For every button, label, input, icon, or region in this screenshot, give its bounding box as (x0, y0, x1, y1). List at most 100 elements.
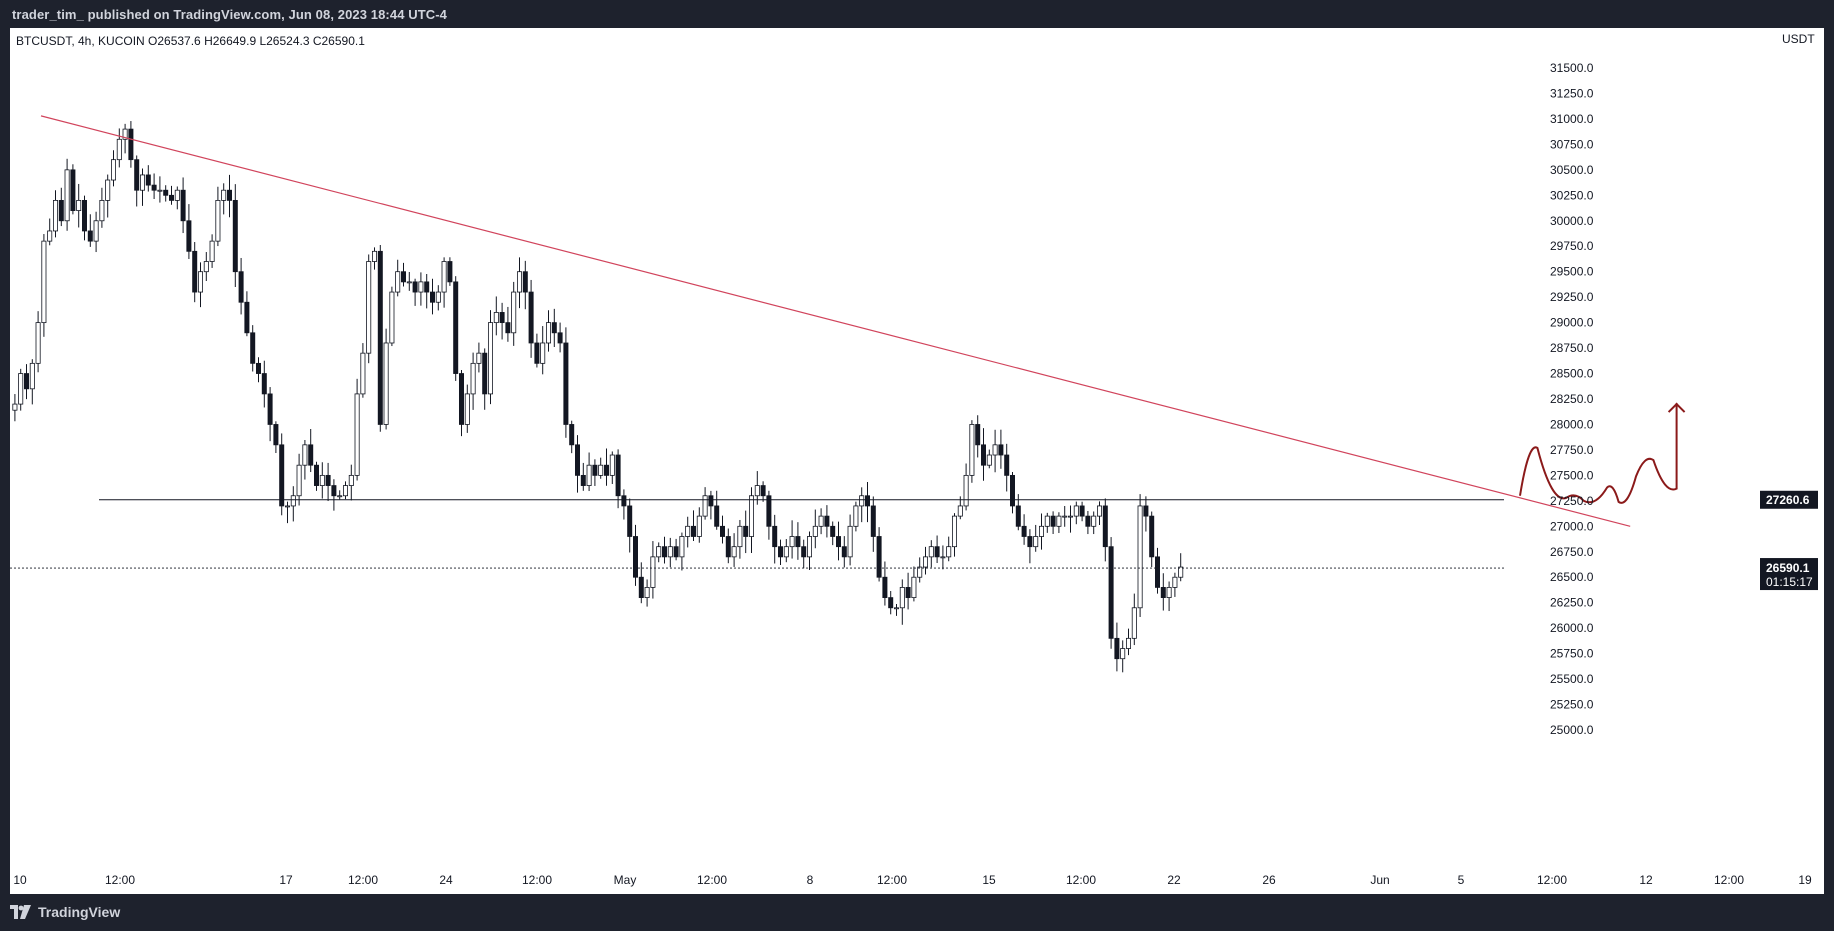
candle-body (279, 444, 285, 507)
candle-body (1143, 505, 1149, 517)
candle-body (18, 373, 24, 405)
candle-body (64, 169, 70, 222)
time-tick-label: 24 (439, 873, 453, 887)
time-tick-label: 12:00 (348, 873, 378, 887)
brand[interactable]: TradingView (10, 904, 120, 920)
candle-body (128, 128, 134, 161)
candle-body (551, 322, 557, 334)
candle-body (70, 169, 76, 211)
candle-body (389, 291, 395, 344)
candle-body (99, 199, 105, 222)
candle-body (1079, 505, 1085, 517)
candle-body (1050, 515, 1056, 527)
candle-body (261, 373, 267, 395)
candle-body (957, 505, 963, 517)
candle-body (1149, 515, 1155, 558)
candle-body (209, 240, 215, 262)
price-chart[interactable]: 31500.0 31250.0 31000.0 30750.0 30500.0 30250… (10, 28, 1824, 894)
candle-body (377, 250, 383, 425)
candle-body (772, 525, 778, 548)
candle-body (505, 322, 511, 334)
candle-body (836, 536, 842, 548)
candle-body (981, 444, 987, 466)
annotation-lines (10, 115, 1686, 569)
candle-body (226, 189, 232, 201)
candle-body (1155, 556, 1161, 588)
price-tick-label: 28750.0 (1550, 341, 1594, 355)
candle-body (679, 536, 685, 558)
price-tick-label: 30250.0 (1550, 188, 1594, 202)
candle-body (731, 546, 737, 558)
candle-body (290, 495, 296, 507)
candle-body (528, 291, 534, 344)
candle-body (151, 184, 157, 191)
candle-body (638, 576, 644, 599)
symbol-legend[interactable]: BTCUSDT, 4h, KUCOIN O26537.6 H26649.9 L2… (16, 34, 365, 48)
candle-body (627, 505, 633, 537)
candle-body (580, 474, 586, 486)
candle-body (818, 515, 824, 527)
candle-body (1137, 505, 1143, 609)
candle-body (424, 281, 430, 293)
price-tick-label: 26750.0 (1550, 545, 1594, 559)
price-tick-label: 28000.0 (1550, 417, 1594, 431)
candle-body (702, 495, 708, 517)
candle-body (673, 546, 679, 558)
price-axis[interactable]: 31500.0 31250.0 31000.0 30750.0 30500.0 30250… (1550, 61, 1818, 737)
bar-countdown: 01:15:17 (1766, 575, 1813, 589)
candle-body (708, 495, 714, 507)
time-tick-label: 12:00 (1066, 873, 1096, 887)
candle-body (192, 250, 198, 293)
candle-body (766, 495, 772, 527)
candle-body (557, 332, 563, 344)
candle-body (940, 556, 946, 559)
forecast-path[interactable] (1519, 402, 1678, 504)
candle-body (134, 159, 140, 191)
candle-body (319, 474, 325, 486)
publish-info: trader_tim_ published on TradingView.com… (12, 7, 448, 22)
brand-name: TradingView (38, 904, 121, 920)
candle-body (592, 464, 598, 476)
candle-body (1015, 505, 1021, 527)
candle-body (615, 454, 621, 497)
candle-body (969, 424, 975, 476)
price-tick-label: 29000.0 (1550, 316, 1594, 330)
candle-body (888, 597, 894, 609)
candle-body (604, 464, 610, 476)
candle-body (760, 485, 766, 497)
candle-body (302, 444, 308, 466)
candle-body (1131, 607, 1137, 639)
candle-body (795, 536, 801, 548)
candle-body (168, 194, 174, 201)
candle-body (534, 342, 540, 364)
candle-body (395, 271, 401, 293)
candle-body (1097, 505, 1103, 517)
price-tick-label: 28500.0 (1550, 367, 1594, 381)
candle-body (865, 495, 871, 507)
descending-trendline[interactable] (40, 115, 1631, 527)
candle-body (1120, 648, 1126, 660)
candle-body (986, 454, 992, 466)
candle-body (53, 199, 59, 232)
candle-body (899, 587, 905, 609)
candle-body (354, 393, 360, 476)
candle-body (441, 261, 447, 293)
candle-body (145, 174, 151, 186)
candle-body (720, 525, 726, 537)
price-tick-label: 31250.0 (1550, 86, 1594, 100)
candle-body (952, 515, 958, 548)
time-tick-label: 12:00 (522, 873, 552, 887)
candle-body (238, 271, 244, 303)
chart-panel[interactable]: 31500.0 31250.0 31000.0 30750.0 30500.0 30250… (10, 28, 1824, 894)
candle-body (308, 444, 314, 466)
candle-body (163, 189, 169, 196)
candle-body (273, 424, 279, 446)
time-axis[interactable]: 10 12:00 17 12:00 24 12:00 May 12:00 8 12:00 15 12:… (13, 873, 1812, 887)
candle-body (476, 352, 482, 364)
price-tick-label: 25750.0 (1550, 647, 1594, 661)
candle-body (522, 271, 528, 293)
candle-body (174, 189, 180, 201)
time-tick-label: 10 (13, 873, 27, 887)
time-tick-label: 22 (1167, 873, 1181, 887)
